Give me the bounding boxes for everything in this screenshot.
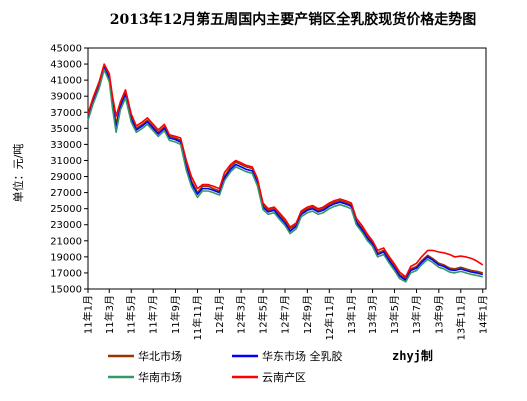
y-tick-label: 19000 <box>50 252 82 263</box>
x-tick-label: 13年1月 <box>345 295 358 334</box>
x-axis-ticks: 11年1月 11年3月 11年5月 11年7月 11年9月 11年11月 12年1月 12年3… <box>82 289 489 340</box>
x-tick-label: 13年5月 <box>388 295 401 334</box>
x-tick-label: 13年3月 <box>366 295 379 334</box>
x-tick-label: 12年9月 <box>301 295 314 334</box>
series-lines <box>87 63 484 283</box>
y-axis-label: 单位：元/吨 <box>11 144 25 203</box>
legend-label: 华东市场 全乳胶 <box>262 349 343 363</box>
y-tick-label: 33000 <box>50 140 82 151</box>
x-tick-label: 12年7月 <box>279 295 292 334</box>
x-tick-label: 11年9月 <box>169 295 182 334</box>
plot-area <box>87 47 487 290</box>
y-tick-label: 21000 <box>50 236 82 247</box>
y-tick-label: 39000 <box>50 92 82 103</box>
x-tick-label: 11年3月 <box>103 295 116 334</box>
x-tick-label: 12年11月 <box>323 295 336 340</box>
x-tick-label: 12年5月 <box>257 295 270 334</box>
series-line-4 <box>87 63 484 278</box>
x-tick-label: 14年1月 <box>476 295 489 334</box>
y-tick-label: 25000 <box>50 204 82 215</box>
y-tick-label: 43000 <box>50 60 82 71</box>
y-tick-label: 45000 <box>50 44 82 55</box>
x-tick-label: 12年3月 <box>235 295 248 334</box>
y-tick-label: 31000 <box>50 156 82 167</box>
x-tick-label: 13年11月 <box>454 295 467 340</box>
series-line-1 <box>87 64 483 280</box>
y-tick-label: 23000 <box>50 220 82 231</box>
y-tick-label: 41000 <box>50 76 82 87</box>
series-line-3 <box>87 68 483 283</box>
x-tick-label: 11年7月 <box>147 295 160 334</box>
y-tick-label: 27000 <box>50 188 82 199</box>
legend-label: 云南产区 <box>262 370 306 384</box>
x-tick-label: 11年1月 <box>82 295 95 334</box>
y-tick-label: 29000 <box>50 172 82 183</box>
legend-label: 华北市场 <box>138 349 182 363</box>
x-tick-label: 12年1月 <box>213 295 226 334</box>
x-tick-label: 11年11月 <box>191 295 204 340</box>
y-tick-label: 17000 <box>50 268 82 279</box>
x-tick-label: 11年5月 <box>125 295 138 334</box>
y-tick-label: 35000 <box>50 124 82 135</box>
legend-label: 华南市场 <box>138 370 182 384</box>
series-line-2 <box>87 67 483 282</box>
x-tick-label: 13年7月 <box>410 295 423 334</box>
chart-title: 2013年12月第五周国内主要产销区全乳胶现货价格走势图 <box>110 11 476 28</box>
y-tick-label: 37000 <box>50 108 82 119</box>
y-tick-label: 15000 <box>50 285 82 296</box>
credit-text: zhyj制 <box>392 348 433 363</box>
x-tick-label: 13年9月 <box>432 295 445 334</box>
y-axis-ticks: 45000 43000 41000 39000 37000 35000 33000 31000… <box>50 44 88 296</box>
